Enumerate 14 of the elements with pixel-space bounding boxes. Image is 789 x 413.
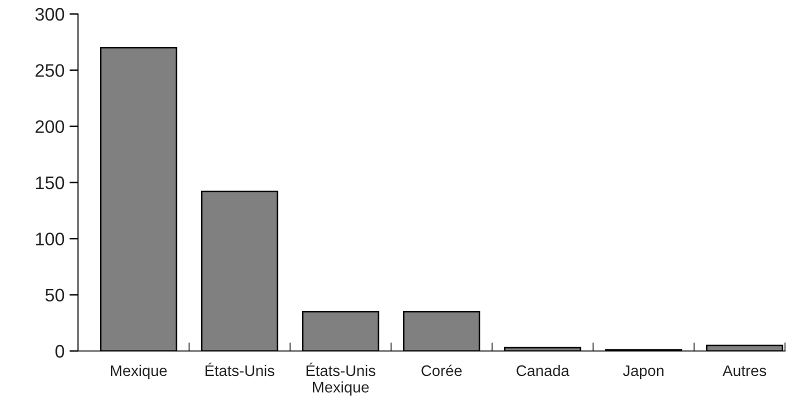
y-tick-label: 50 <box>45 288 64 302</box>
x-tick-label: Mexique <box>110 364 167 380</box>
x-tick-label: Japon <box>623 365 664 380</box>
y-tick-label: 200 <box>36 120 64 134</box>
x-tick-label: États-Unis Mexique <box>306 362 376 396</box>
y-tick-label: 150 <box>36 176 64 190</box>
x-tick-label: Canada <box>516 364 570 376</box>
y-tick-label: 300 <box>35 8 64 21</box>
x-tick-label: Autres <box>722 365 766 376</box>
x-tick-label: Corée <box>422 364 462 376</box>
x-tick-label: États-Unis <box>206 362 274 376</box>
y-tick-label: 250 <box>36 64 64 77</box>
y-tick-label: 0 <box>55 344 64 358</box>
y-tick-label: 100 <box>36 232 64 246</box>
